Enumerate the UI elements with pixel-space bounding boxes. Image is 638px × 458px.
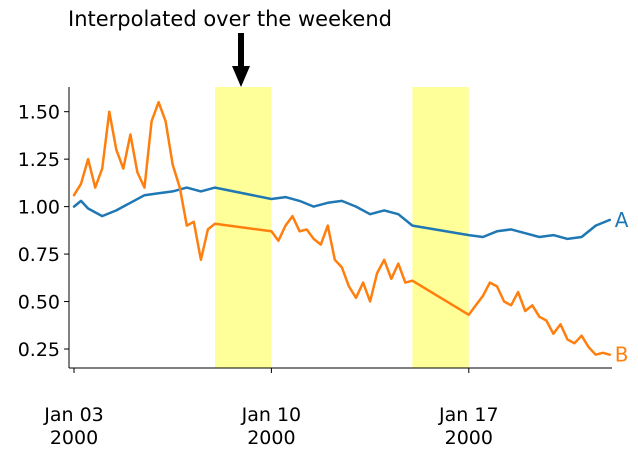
y-tick-label: 0.25 [18, 339, 60, 361]
series-line-a [72, 186, 612, 241]
y-tick-label: 1.50 [18, 102, 60, 124]
x-tick-label: Jan 17 [438, 404, 499, 426]
y-tick-label: 1.00 [18, 197, 60, 219]
annotation-arrow-head [232, 66, 250, 87]
y-tick-label: 0.50 [18, 292, 60, 314]
x-tick-label: Jan 10 [241, 404, 302, 426]
series-label-a: A [615, 208, 629, 232]
x-tick-label-year: 2000 [50, 427, 98, 449]
series-line-b [72, 100, 612, 356]
series-label-b: B [615, 343, 629, 367]
y-tick-label: 0.75 [18, 244, 60, 266]
y-tick-label: 1.25 [18, 149, 60, 171]
annotation-text: Interpolated over the weekend [68, 7, 392, 31]
x-tick-label: Jan 03 [43, 404, 104, 426]
x-tick-label-year: 2000 [247, 427, 295, 449]
x-tick-label-year: 2000 [445, 427, 493, 449]
